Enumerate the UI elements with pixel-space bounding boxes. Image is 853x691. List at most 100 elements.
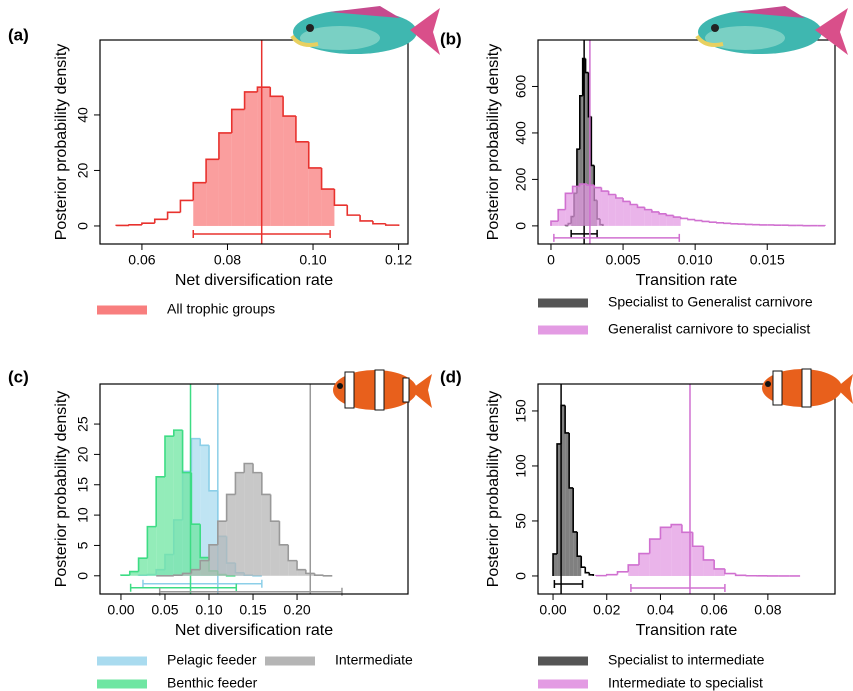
bin-outline <box>564 405 570 434</box>
panel-label: (a) <box>8 25 29 44</box>
bin-outline <box>205 158 219 183</box>
bin-outline <box>295 116 309 143</box>
bin-outline <box>208 445 218 492</box>
y-tick-label: 400 <box>513 121 529 145</box>
bin-fill <box>226 494 236 576</box>
bin-outline <box>588 572 595 576</box>
y-axis-title: Posterior probability density <box>53 391 70 588</box>
bin-fill <box>594 187 602 226</box>
bin-fill <box>283 116 296 226</box>
bin-fill <box>218 132 232 226</box>
x-tick-label: 0.06 <box>128 252 155 268</box>
bin-outline <box>616 570 629 575</box>
interval-bar <box>553 233 681 242</box>
x-tick-label: 0.15 <box>239 602 266 618</box>
bin-outline <box>713 559 725 570</box>
x-tick-label: 0.015 <box>750 252 785 268</box>
parrotfish-a <box>290 6 440 55</box>
bin-fill <box>615 197 624 226</box>
bin-fill <box>182 472 192 576</box>
bin-outline <box>552 553 558 576</box>
panel: (b) Transition rate Posterior probability … <box>440 29 836 337</box>
y-tick-label: 25 <box>75 416 91 432</box>
x-tick-label: 0 <box>547 252 555 268</box>
interval-bar <box>142 579 263 588</box>
bin-outline <box>269 87 284 98</box>
bin-fill <box>572 186 580 226</box>
bin-outline <box>629 201 638 206</box>
bin-outline <box>333 189 348 206</box>
bin-outline <box>320 167 335 190</box>
y-tick-label: 0 <box>75 572 91 580</box>
bin-fill <box>200 560 210 576</box>
bin-fill <box>628 564 639 576</box>
plot-frame <box>537 39 836 245</box>
bin-outline <box>287 544 298 562</box>
x-tick-label: 0.12 <box>385 252 412 268</box>
bin-outline <box>217 520 227 545</box>
bin-fill <box>235 472 245 576</box>
bin-outline <box>179 199 194 213</box>
x-tick-label: 0.10 <box>299 252 326 268</box>
bin-outline <box>691 532 704 548</box>
x-tick-label: 0.005 <box>606 252 641 268</box>
panel-label: (c) <box>8 367 29 386</box>
bin-fill <box>209 544 218 576</box>
y-tick-label: 5 <box>75 541 91 549</box>
bin-outline <box>557 208 566 222</box>
bin-outline <box>572 487 578 533</box>
bin-outline <box>190 472 201 526</box>
bin-outline <box>648 538 661 554</box>
legend-label: Specialist to intermediate <box>608 652 765 668</box>
bin-fill <box>557 443 562 576</box>
y-tick-label: 200 <box>513 168 529 192</box>
legend-label: Generalist carnivore to specialist <box>608 321 810 337</box>
bin-outline <box>141 222 155 225</box>
plot-frame <box>99 383 409 595</box>
bin-outline <box>622 197 631 203</box>
bin-outline <box>605 573 618 576</box>
bin-outline <box>261 472 271 496</box>
bin-outline <box>166 211 181 220</box>
bin-outline <box>137 557 148 572</box>
bin-fill <box>217 521 227 576</box>
bin-fill <box>565 432 570 576</box>
legend-label: Benthic feeder <box>167 675 258 691</box>
bin-fill <box>231 109 245 226</box>
bin-outline <box>571 185 580 194</box>
bin-fill <box>200 445 210 576</box>
bin-fill <box>244 91 258 226</box>
y-axis-title: Posterior probability density <box>485 391 502 588</box>
bin-fill <box>244 463 254 576</box>
bin-outline <box>590 116 595 167</box>
bin-fill <box>138 558 148 576</box>
bin-fill <box>585 72 589 226</box>
bin-outline <box>670 523 682 528</box>
bin-outline <box>715 222 724 224</box>
bin-outline <box>638 552 650 565</box>
x-tick-label: 0.08 <box>754 602 781 618</box>
bin-outline <box>372 220 386 225</box>
bin-outline <box>172 574 183 576</box>
bin-fill <box>288 560 298 576</box>
y-tick-label: 40 <box>75 107 91 123</box>
bin-outline <box>322 574 333 577</box>
bin-outline <box>607 191 616 196</box>
panel: (a) Net diversification rate Posterior pro… <box>8 25 412 316</box>
bin-outline <box>313 573 324 576</box>
bin-fill <box>206 159 219 226</box>
y-tick-label: 0 <box>513 572 529 580</box>
bin-outline <box>218 132 232 160</box>
bin-fill <box>569 487 574 576</box>
x-tick-label: 0.010 <box>678 252 713 268</box>
bin-outline <box>153 218 168 224</box>
bin-fill <box>673 217 681 226</box>
bin-outline <box>256 86 271 92</box>
bin-outline <box>724 568 736 575</box>
bin-outline <box>146 525 157 559</box>
x-tick-label: 0.00 <box>539 602 566 618</box>
plot-frame <box>537 383 836 595</box>
bin-outline <box>181 430 192 474</box>
y-tick-label: 15 <box>75 477 91 493</box>
bin-outline <box>550 220 559 226</box>
